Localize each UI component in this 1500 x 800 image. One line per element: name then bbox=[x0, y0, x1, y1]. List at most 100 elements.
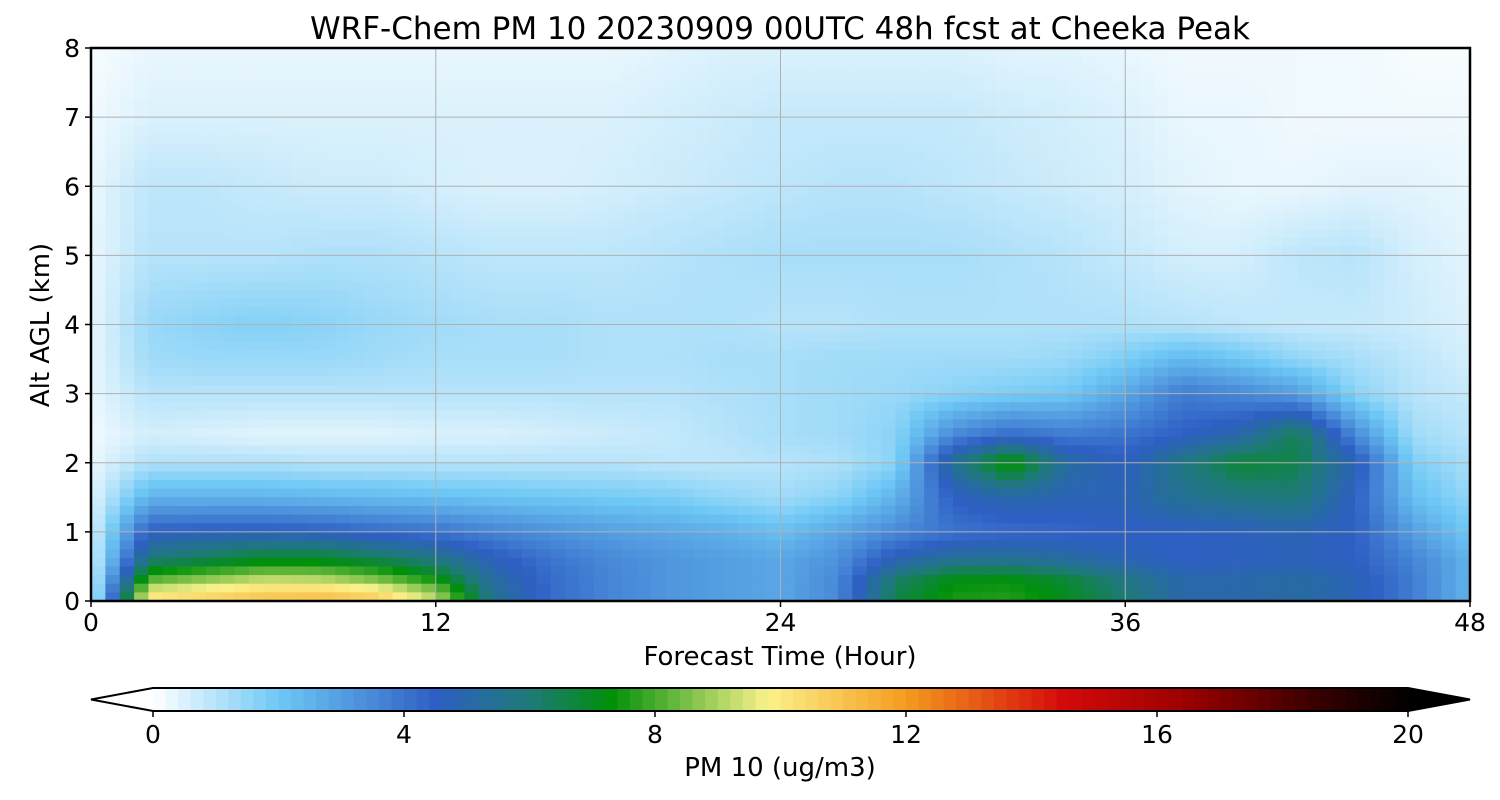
heat-cell bbox=[263, 480, 279, 490]
heat-cell bbox=[263, 367, 279, 377]
heat-cell bbox=[392, 289, 408, 300]
heat-cell bbox=[205, 324, 221, 334]
heat-cell bbox=[579, 212, 595, 222]
heat-cell bbox=[651, 246, 667, 256]
heat-cell bbox=[881, 324, 897, 334]
heat-cell bbox=[162, 238, 178, 248]
heat-cell bbox=[852, 350, 868, 360]
heat-cell bbox=[1197, 108, 1213, 118]
heat-cell bbox=[1039, 402, 1055, 412]
heat-cell bbox=[1240, 56, 1256, 66]
heat-cell bbox=[392, 402, 408, 412]
heat-cell bbox=[1254, 246, 1270, 256]
heat-cell bbox=[608, 402, 624, 412]
heat-cell bbox=[780, 454, 796, 464]
heat-cell bbox=[320, 99, 336, 110]
heat-cell bbox=[464, 410, 480, 421]
heat-cell bbox=[335, 168, 351, 179]
heat-cell bbox=[91, 445, 106, 455]
heat-cell bbox=[407, 125, 422, 136]
heat-cell bbox=[1340, 125, 1356, 136]
heat-cell bbox=[1053, 376, 1069, 386]
heat-cell bbox=[363, 445, 379, 455]
heat-cell bbox=[1053, 73, 1069, 84]
heat-cell bbox=[1383, 125, 1399, 136]
heat-cell bbox=[234, 428, 250, 438]
heat-cell bbox=[1383, 264, 1399, 274]
heat-cell bbox=[995, 238, 1011, 248]
heat-cell bbox=[794, 359, 810, 369]
heat-cell bbox=[1082, 186, 1098, 196]
heat-cell bbox=[306, 359, 322, 369]
heat-cell bbox=[1297, 289, 1313, 300]
heat-cell bbox=[967, 125, 983, 136]
heat-cell bbox=[809, 220, 825, 231]
heat-cell bbox=[565, 117, 580, 127]
heat-cell bbox=[1326, 65, 1342, 75]
heat-cell bbox=[521, 367, 537, 377]
heat-cell bbox=[550, 350, 566, 360]
heat-cell bbox=[220, 315, 236, 326]
heat-cell bbox=[881, 99, 897, 110]
heat-cell bbox=[1139, 488, 1155, 498]
heat-cell bbox=[1211, 56, 1227, 66]
heat-cell bbox=[723, 186, 738, 196]
heat-cell bbox=[708, 99, 724, 110]
heat-cell bbox=[1240, 419, 1256, 429]
heat-cell bbox=[708, 488, 724, 498]
heat-cell bbox=[1254, 454, 1270, 464]
heat-cell bbox=[1412, 333, 1428, 343]
heat-cell bbox=[622, 160, 638, 170]
heat-cell bbox=[1426, 272, 1442, 282]
heat-cell bbox=[1082, 91, 1098, 101]
heat-cell bbox=[952, 480, 968, 490]
heat-cell bbox=[1369, 315, 1385, 326]
heat-cell bbox=[1383, 99, 1399, 110]
heat-cell bbox=[981, 307, 997, 317]
heat-cell bbox=[1326, 264, 1342, 274]
heat-cell bbox=[478, 56, 494, 66]
heat-cell bbox=[320, 229, 336, 239]
heat-cell bbox=[335, 410, 351, 421]
heat-cell bbox=[1082, 117, 1098, 127]
heat-cell bbox=[1441, 134, 1457, 144]
heat-cell bbox=[320, 82, 336, 92]
heat-cell bbox=[679, 462, 695, 472]
heat-cell bbox=[191, 324, 207, 334]
heat-cell bbox=[536, 143, 552, 153]
heat-cell bbox=[349, 264, 365, 274]
heat-cell bbox=[1455, 393, 1470, 403]
heat-cell bbox=[493, 91, 509, 101]
heat-cell bbox=[995, 402, 1011, 412]
heat-cell bbox=[134, 220, 150, 231]
heat-cell bbox=[909, 91, 925, 101]
heat-cell bbox=[694, 56, 710, 66]
heat-cell bbox=[967, 454, 983, 464]
heat-cell bbox=[622, 281, 638, 291]
heat-cell bbox=[766, 471, 782, 481]
heat-cell bbox=[766, 91, 782, 101]
heat-cell bbox=[1441, 194, 1457, 205]
heat-cell bbox=[1067, 298, 1083, 308]
heat-cell bbox=[1383, 134, 1399, 144]
heat-cell bbox=[1182, 48, 1198, 58]
heat-cell bbox=[794, 384, 810, 395]
heat-cell bbox=[205, 151, 221, 161]
heat-cell bbox=[895, 419, 911, 429]
heat-cell bbox=[392, 333, 408, 343]
heat-cell bbox=[1197, 194, 1213, 205]
heat-cell bbox=[665, 341, 681, 352]
heat-cell bbox=[234, 194, 250, 205]
heat-cell bbox=[421, 82, 437, 92]
heat-cell bbox=[306, 393, 322, 403]
heat-cell bbox=[306, 212, 322, 222]
heat-cell bbox=[1283, 376, 1299, 386]
heat-cell bbox=[306, 264, 322, 274]
heat-cell bbox=[622, 229, 638, 239]
heat-cell bbox=[938, 341, 954, 352]
heat-cell bbox=[952, 255, 968, 265]
heat-cell bbox=[91, 134, 106, 144]
heat-cell bbox=[1412, 367, 1428, 377]
heat-cell bbox=[1211, 272, 1227, 282]
heat-cell bbox=[292, 454, 308, 464]
